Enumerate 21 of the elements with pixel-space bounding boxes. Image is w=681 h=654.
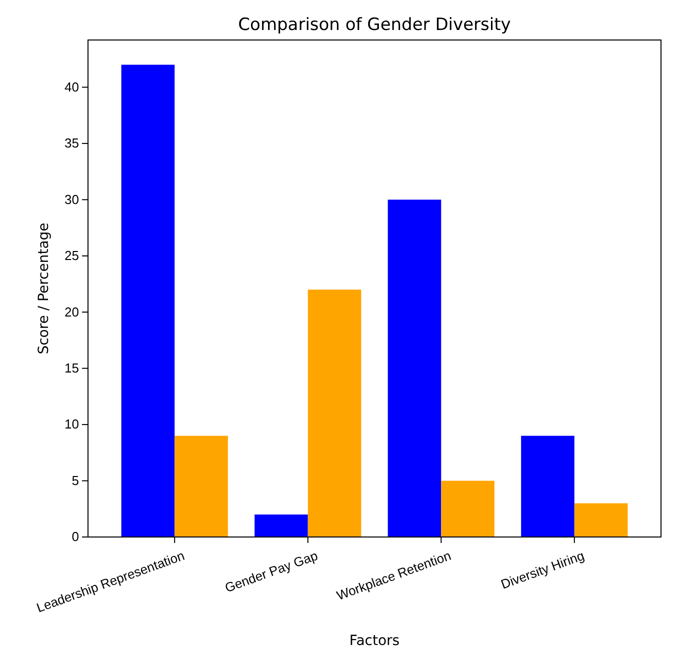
chart-title: Comparison of Gender Diversity — [238, 15, 511, 35]
bar — [521, 436, 574, 537]
y-tick-label: 30 — [64, 192, 79, 207]
y-tick-label: 10 — [64, 416, 79, 432]
x-tick-label: Gender Pay Gap — [222, 548, 320, 596]
y-tick-label: 0 — [72, 529, 79, 544]
y-tick-label: 25 — [64, 248, 79, 264]
bar — [254, 514, 308, 537]
bar — [388, 200, 442, 537]
y-tick-label: 5 — [72, 472, 79, 488]
bar — [574, 503, 628, 537]
x-axis-title: Factors — [349, 633, 400, 649]
y-tick-label: 20 — [64, 304, 79, 320]
bar — [174, 436, 228, 537]
y-axis-title: Score / Percentage — [36, 222, 52, 354]
y-tick-label: 15 — [64, 360, 79, 376]
y-tick-label: 35 — [64, 136, 79, 151]
bar — [441, 480, 494, 537]
y-tick-label: 40 — [64, 79, 79, 94]
bar — [121, 64, 175, 537]
bar — [308, 290, 362, 537]
